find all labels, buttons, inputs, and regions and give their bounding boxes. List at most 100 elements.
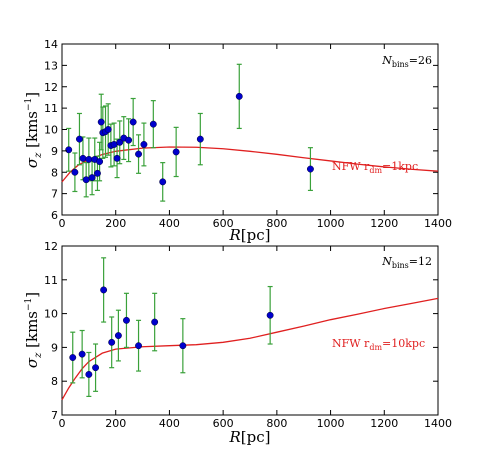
- x-axis-var: R: [228, 428, 240, 446]
- y-tick-label: 13: [44, 59, 58, 72]
- data-point: [100, 286, 108, 294]
- data-point: [135, 342, 142, 350]
- data-point: [114, 332, 122, 340]
- y-axis-unit: [kms: [23, 311, 41, 353]
- model-value: =1kpc: [382, 160, 418, 173]
- panel-bottom: 0 200 400 600 800 1000 1200 1400 7 8 9 10 11 12 R[pc…: [23, 240, 452, 446]
- y-tick-label: 10: [44, 308, 58, 321]
- y-tick-label: 6: [51, 209, 58, 222]
- data-point: [123, 316, 130, 324]
- y-tick-label: 12: [44, 81, 58, 94]
- data-point: [104, 126, 112, 133]
- bins-value: =12: [409, 255, 432, 268]
- y-axis-unit: [kms: [23, 111, 41, 153]
- y-ticks: 7 8 9 10 11 12: [44, 240, 438, 422]
- y-tick-label: 8: [51, 375, 58, 388]
- points-group: [69, 286, 274, 378]
- y-axis-sub: z: [33, 152, 44, 159]
- x-tick-label: 0: [59, 217, 66, 230]
- x-tick-label: 1200: [370, 417, 398, 430]
- data-point: [78, 350, 86, 358]
- bins-n: N: [381, 255, 392, 268]
- data-point: [108, 338, 116, 346]
- errorbars-group: [70, 257, 273, 398]
- data-point: [172, 148, 180, 156]
- x-tick-label: 1200: [370, 217, 398, 230]
- plot-frame: [61, 43, 439, 216]
- x-tick-label: 200: [105, 217, 126, 230]
- x-tick-label: 600: [213, 417, 234, 430]
- x-tick-label: 1400: [424, 417, 452, 430]
- data-point: [116, 138, 124, 146]
- data-point: [306, 165, 314, 173]
- x-tick-label: 400: [159, 417, 180, 430]
- x-ticks: 0 200 400 600 800 1000 1200 1400: [59, 44, 452, 230]
- data-point: [129, 118, 137, 126]
- x-tick-label: 400: [159, 217, 180, 230]
- x-ticks: 0 200 400 600 800 1000 1200 1400: [59, 246, 452, 430]
- data-point: [69, 354, 77, 361]
- data-point: [235, 92, 243, 100]
- data-point: [159, 178, 167, 186]
- x-axis-unit: [pc]: [241, 226, 271, 244]
- x-tick-label: 800: [266, 217, 287, 230]
- data-point: [85, 155, 93, 163]
- data-point: [92, 364, 100, 372]
- model-value: =10kpc: [382, 337, 425, 350]
- data-point: [125, 136, 133, 144]
- data-point: [65, 146, 73, 154]
- y-axis-sub: z: [33, 352, 44, 359]
- x-tick-label: 800: [266, 417, 287, 430]
- points-group: [65, 92, 314, 186]
- y-axis-exp: −1: [24, 298, 34, 311]
- y-tick-label: 11: [44, 102, 58, 115]
- data-point: [179, 342, 187, 350]
- y-tick-label: 7: [51, 188, 58, 201]
- data-point: [82, 176, 90, 184]
- y-axis-close: ]: [23, 92, 41, 98]
- model-text: NFW r: [332, 160, 370, 173]
- data-point: [97, 118, 105, 126]
- x-tick-label: 200: [105, 417, 126, 430]
- y-ticks: 6 7 8 9 10 11 12 13 14: [44, 38, 438, 222]
- y-axis-title: σz [kms−1]: [23, 92, 44, 168]
- y-tick-label: 12: [44, 240, 58, 253]
- data-point: [88, 174, 96, 182]
- y-tick-label: 8: [51, 166, 58, 179]
- y-tick-label: 7: [51, 409, 58, 422]
- bins-sub: bins: [392, 261, 409, 270]
- y-tick-label: 11: [44, 274, 58, 287]
- model-text: NFW r: [332, 337, 370, 350]
- x-tick-label: 0: [59, 417, 66, 430]
- data-point: [94, 169, 101, 177]
- model-sub: dm: [369, 166, 382, 175]
- bins-value: =26: [409, 54, 432, 67]
- y-axis-title: σz [kms−1]: [23, 292, 44, 368]
- y-axis-exp: −1: [24, 98, 34, 111]
- data-point: [71, 168, 79, 176]
- plot-frame: [61, 245, 439, 416]
- data-point: [76, 135, 83, 143]
- bins-annotation: Nbins=26: [381, 54, 432, 69]
- data-point: [113, 154, 121, 162]
- x-axis-var: R: [228, 226, 240, 244]
- data-point: [149, 120, 157, 128]
- data-point: [266, 311, 274, 319]
- data-point: [85, 370, 93, 378]
- data-point: [135, 150, 142, 158]
- x-tick-label: 1000: [317, 217, 345, 230]
- data-point: [196, 135, 204, 143]
- x-axis-unit: [pc]: [241, 428, 271, 446]
- data-point: [140, 141, 148, 148]
- bins-annotation: Nbins=12: [381, 255, 432, 270]
- data-point: [79, 154, 87, 162]
- y-tick-label: 9: [51, 341, 58, 354]
- bins-n: N: [381, 54, 392, 67]
- data-point: [96, 158, 104, 166]
- y-axis-var: σ: [23, 357, 41, 368]
- bins-sub: bins: [392, 60, 409, 69]
- panel-top: 0 200 400 600 800 1000 1200 1400 6 7 8 9 10 11 12 13 14…: [23, 38, 452, 244]
- x-tick-label: 600: [213, 217, 234, 230]
- x-axis-title: R[pc]: [228, 428, 270, 446]
- data-point: [151, 318, 159, 326]
